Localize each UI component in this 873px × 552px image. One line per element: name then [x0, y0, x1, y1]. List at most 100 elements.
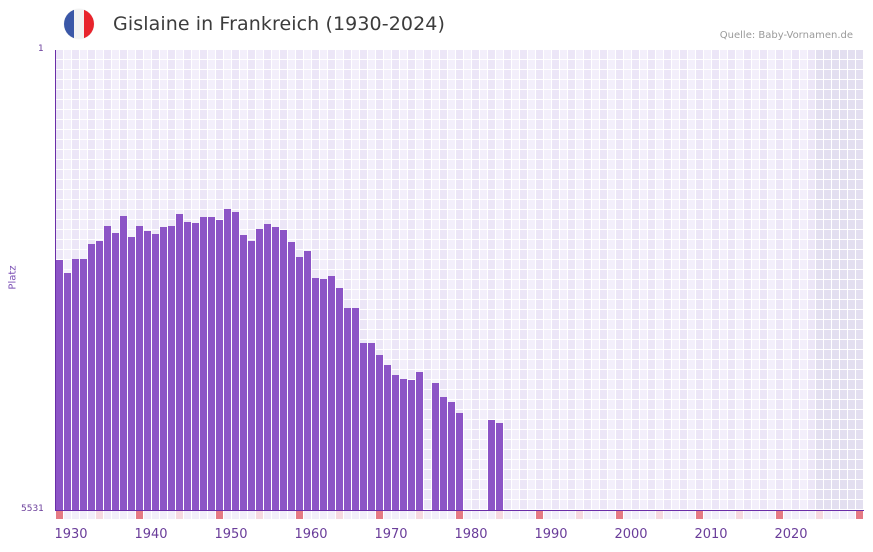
- x-tick: [552, 511, 559, 519]
- x-tick: [664, 511, 671, 519]
- bar-1973[interactable]: [400, 379, 407, 510]
- grid-column: [792, 50, 799, 510]
- bar-1958[interactable]: [280, 230, 287, 510]
- bar-1941[interactable]: [144, 231, 151, 510]
- grid-column: [856, 50, 863, 510]
- bar-1950[interactable]: [216, 220, 223, 510]
- x-tick: [176, 511, 183, 519]
- bar-1969[interactable]: [368, 343, 375, 510]
- x-axis-label: 1930: [54, 527, 88, 542]
- grid-column: [632, 50, 639, 510]
- bar-1940[interactable]: [136, 226, 143, 510]
- x-tick: [184, 511, 191, 519]
- grid-column: [840, 50, 847, 510]
- bar-1951[interactable]: [224, 209, 231, 510]
- grid-column: [784, 50, 791, 510]
- bar-1984[interactable]: [488, 420, 495, 510]
- x-tick: [592, 511, 599, 519]
- bar-1957[interactable]: [272, 227, 279, 510]
- bar-1945[interactable]: [176, 214, 183, 510]
- bar-1952[interactable]: [232, 212, 239, 510]
- bar-1970[interactable]: [376, 355, 383, 510]
- bar-1949[interactable]: [208, 217, 215, 510]
- x-tick: [56, 511, 63, 519]
- x-tick: [288, 511, 295, 519]
- bar-1953[interactable]: [240, 235, 247, 510]
- x-tick: [496, 511, 503, 519]
- x-tick-row: [56, 511, 864, 519]
- bar-1966[interactable]: [344, 308, 351, 510]
- bar-1965[interactable]: [336, 288, 343, 510]
- bar-1946[interactable]: [184, 222, 191, 510]
- bar-1947[interactable]: [192, 223, 199, 510]
- bar-1933[interactable]: [80, 259, 87, 510]
- x-tick: [544, 511, 551, 519]
- x-tick: [704, 511, 711, 519]
- bar-1962[interactable]: [312, 278, 319, 510]
- x-tick: [216, 511, 223, 519]
- bar-1932[interactable]: [72, 259, 79, 510]
- bar-1977[interactable]: [432, 383, 439, 510]
- grid-column: [600, 50, 607, 510]
- x-tick: [208, 511, 215, 519]
- bar-1937[interactable]: [112, 233, 119, 510]
- x-tick: [400, 511, 407, 519]
- x-tick: [416, 511, 423, 519]
- grid-column: [616, 50, 623, 510]
- bar-1985[interactable]: [496, 423, 503, 510]
- bar-1967[interactable]: [352, 308, 359, 510]
- bar-1954[interactable]: [248, 241, 255, 510]
- bar-1936[interactable]: [104, 226, 111, 510]
- bar-1960[interactable]: [296, 257, 303, 510]
- x-tick: [224, 511, 231, 519]
- bar-1971[interactable]: [384, 365, 391, 510]
- bar-1956[interactable]: [264, 224, 271, 510]
- bar-1931[interactable]: [64, 273, 71, 510]
- bar-1930[interactable]: [56, 260, 63, 510]
- bar-1978[interactable]: [440, 397, 447, 510]
- grid-column: [640, 50, 647, 510]
- x-tick: [808, 511, 815, 519]
- x-tick: [784, 511, 791, 519]
- x-axis-line: [55, 510, 864, 511]
- flag-stripe-red: [84, 9, 94, 39]
- x-tick: [632, 511, 639, 519]
- x-tick: [304, 511, 311, 519]
- x-tick: [616, 511, 623, 519]
- y-axis-line: [55, 50, 56, 511]
- bar-1964[interactable]: [328, 276, 335, 510]
- grid-column: [576, 50, 583, 510]
- grid-column: [800, 50, 807, 510]
- bar-1975[interactable]: [416, 372, 423, 510]
- bar-1935[interactable]: [96, 241, 103, 510]
- x-tick: [688, 511, 695, 519]
- bar-1943[interactable]: [160, 227, 167, 510]
- bar-1968[interactable]: [360, 343, 367, 510]
- bar-1963[interactable]: [320, 279, 327, 510]
- bar-1980[interactable]: [456, 413, 463, 510]
- bar-1972[interactable]: [392, 375, 399, 510]
- x-tick: [648, 511, 655, 519]
- x-tick: [296, 511, 303, 519]
- bar-1938[interactable]: [120, 216, 127, 510]
- bar-1974[interactable]: [408, 380, 415, 510]
- bar-1934[interactable]: [88, 244, 95, 510]
- x-tick: [336, 511, 343, 519]
- bar-1939[interactable]: [128, 237, 135, 510]
- bar-1961[interactable]: [304, 251, 311, 510]
- bar-1959[interactable]: [288, 242, 295, 510]
- x-tick: [192, 511, 199, 519]
- grid-column: [696, 50, 703, 510]
- bar-1942[interactable]: [152, 234, 159, 510]
- x-tick: [280, 511, 287, 519]
- bar-1944[interactable]: [168, 226, 175, 510]
- y-axis-bottom-label: 5531: [21, 504, 44, 514]
- x-tick: [624, 511, 631, 519]
- bar-1955[interactable]: [256, 229, 263, 510]
- x-tick: [840, 511, 847, 519]
- x-tick: [200, 511, 207, 519]
- bar-1948[interactable]: [200, 217, 207, 510]
- x-tick: [248, 511, 255, 519]
- x-tick: [480, 511, 487, 519]
- bar-1979[interactable]: [448, 402, 455, 510]
